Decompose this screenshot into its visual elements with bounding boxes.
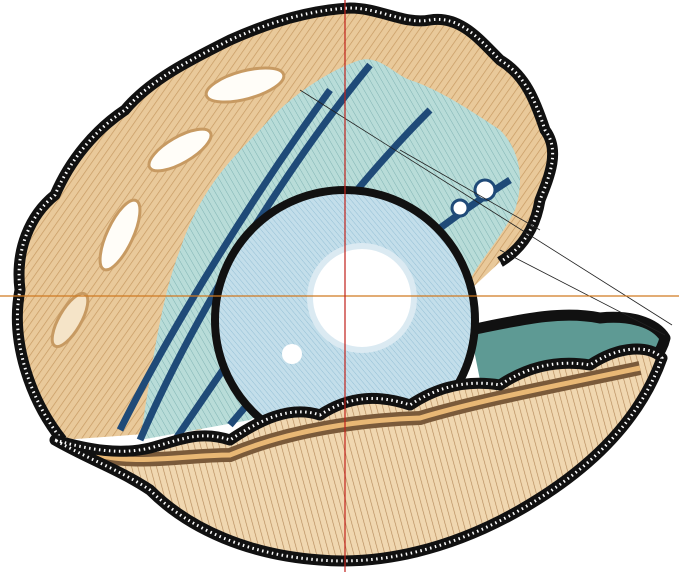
bottom-shell xyxy=(49,343,668,567)
